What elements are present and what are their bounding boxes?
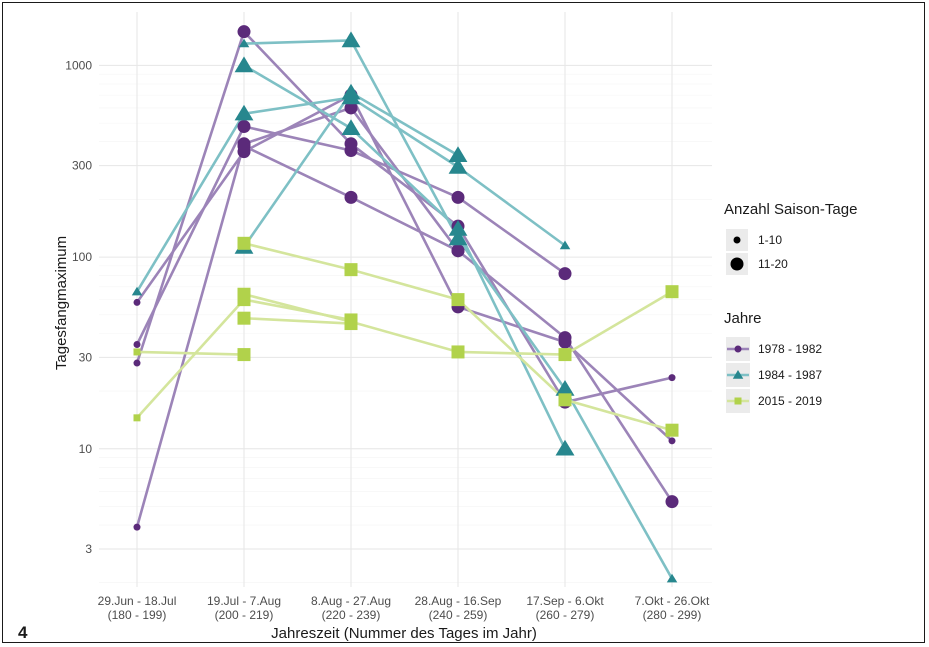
- y-tick-label: 30: [79, 350, 93, 364]
- plot-panel: [99, 12, 712, 587]
- legend-color-label: 1984 - 1987: [758, 368, 822, 382]
- series-line: [135, 30, 673, 404]
- data-point: [238, 38, 250, 48]
- x-tick-label: 28.Aug - 16.Sep: [415, 594, 502, 608]
- legend-color-items: 1978 - 1982 1984 - 1987 2015 - 2019: [726, 337, 822, 413]
- data-point: [341, 83, 361, 100]
- data-point: [555, 439, 575, 456]
- legend-size-items: 1-10 11-20: [726, 229, 788, 275]
- legend-size-marker: [730, 257, 744, 271]
- data-point: [665, 423, 679, 437]
- data-point: [558, 393, 572, 407]
- data-point: [344, 101, 358, 115]
- data-point: [237, 25, 251, 39]
- data-point: [448, 220, 468, 236]
- series-line: [243, 316, 352, 325]
- data-point: [237, 236, 251, 250]
- data-point: [341, 119, 361, 135]
- legend-size-label: 11-20: [758, 257, 788, 271]
- x-tick-label: 7.Okt - 26.Okt: [635, 594, 710, 608]
- legend-color-label: 1978 - 1982: [758, 342, 822, 356]
- data-point: [558, 348, 572, 362]
- y-tick-label: 10: [79, 442, 93, 456]
- y-tick-label: 3: [85, 542, 92, 556]
- data-point: [133, 348, 141, 356]
- data-point: [344, 263, 358, 277]
- data-point: [668, 437, 676, 445]
- data-point: [234, 56, 254, 73]
- data-point: [133, 523, 141, 531]
- data-point: [133, 414, 141, 422]
- data-point: [133, 359, 141, 367]
- legend-size-marker: [733, 236, 741, 244]
- y-tick-label: 1000: [65, 58, 92, 72]
- data-point: [451, 345, 465, 359]
- y-tick-labels: 3 10 30 100 300 1000: [65, 58, 92, 556]
- x-tick-label: 29.Jun - 18.Jul: [98, 594, 177, 608]
- data-point: [237, 348, 251, 362]
- data-point: [237, 139, 251, 153]
- x-tick-labels: 29.Jun - 18.Jul(180 - 199) 19.Jul - 7.Aug…: [98, 594, 710, 622]
- data-point: [448, 229, 468, 246]
- x-tick-label: 8.Aug - 27.Aug: [311, 594, 391, 608]
- data-point: [668, 374, 676, 382]
- data-point: [344, 190, 358, 204]
- legend-color-label: 2015 - 2019: [758, 394, 822, 408]
- x-tick-label: 17.Sep - 6.Okt: [526, 594, 604, 608]
- data-point: [451, 293, 465, 307]
- y-tick-label: 100: [72, 250, 92, 264]
- series-line: [136, 350, 245, 356]
- data-point: [558, 335, 572, 349]
- legend: Anzahl Saison-Tage 1-10 11-20 Jahre 1978 …: [724, 201, 857, 413]
- y-tick-label: 300: [72, 159, 92, 173]
- legend-size-title: Anzahl Saison-Tage: [724, 201, 857, 218]
- data-point: [133, 298, 141, 306]
- data-point: [341, 31, 361, 48]
- data-point: [131, 286, 143, 296]
- y-axis-title: Tagesfangmaximum: [53, 236, 70, 370]
- data-point: [665, 495, 679, 509]
- x-tick-sublabel: (200 - 219): [215, 608, 274, 622]
- data-point: [234, 104, 254, 121]
- series-markers: [133, 236, 679, 437]
- figure-number: 4: [18, 623, 28, 642]
- data-point: [559, 240, 571, 250]
- x-tick-sublabel: (260 - 279): [536, 608, 595, 622]
- series-line: [243, 64, 567, 450]
- data-point: [665, 285, 679, 299]
- x-tick-sublabel: (180 - 199): [108, 608, 167, 622]
- data-point: [451, 190, 465, 204]
- data-point: [448, 158, 468, 174]
- data-point: [344, 315, 358, 329]
- series-markers: [131, 31, 678, 583]
- x-axis-title: Jahreszeit (Nummer des Tages im Jahr): [271, 625, 537, 642]
- x-tick-sublabel: (220 - 239): [322, 608, 381, 622]
- data-point: [237, 287, 251, 301]
- x-tick-label: 19.Jul - 7.Aug: [207, 594, 281, 608]
- series-line: [135, 93, 673, 442]
- data-point: [344, 137, 358, 151]
- data-point: [448, 146, 468, 162]
- x-tick-sublabel: (280 - 299): [643, 608, 702, 622]
- data-point: [133, 340, 141, 348]
- series-layer: [131, 25, 679, 583]
- data-point: [451, 244, 465, 258]
- legend-marker: [732, 370, 744, 379]
- legend-marker: [734, 397, 742, 405]
- data-point: [666, 573, 678, 583]
- data-point: [237, 311, 251, 325]
- x-tick-sublabel: (240 - 259): [429, 608, 488, 622]
- legend-color-title: Jahre: [724, 310, 762, 327]
- legend-size-label: 1-10: [758, 233, 782, 247]
- legend-marker: [734, 345, 742, 353]
- data-point: [237, 120, 251, 134]
- data-point: [555, 380, 575, 396]
- data-point: [558, 267, 572, 281]
